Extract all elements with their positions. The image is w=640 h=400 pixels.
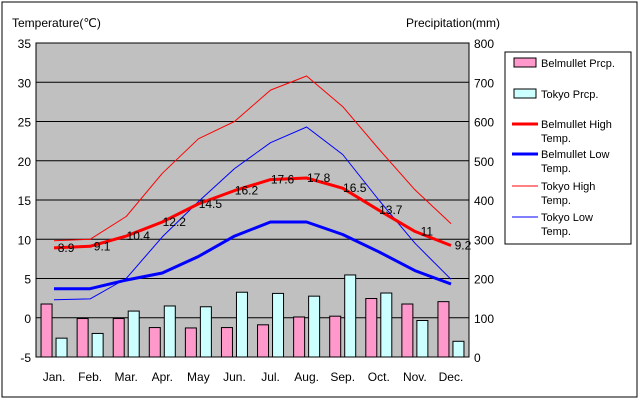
legend-item-belmullet-high-temp: Belmullet High Temp. bbox=[512, 119, 612, 145]
bar-tokyo-prcp bbox=[235, 291, 248, 358]
data-label: 14.5 bbox=[199, 197, 223, 211]
bar-belmullet-prcp bbox=[76, 318, 89, 358]
line-tokyo-high-temp bbox=[53, 75, 452, 242]
bar-tokyo-prcp bbox=[308, 295, 321, 358]
axes-group: -5 0 5 10 15 20 25 30 35 0 100 200 300 400 500 600 700 80… bbox=[18, 37, 495, 384]
bar-tokyo-prcp bbox=[272, 292, 285, 358]
legend-label: Belmullet Low bbox=[541, 149, 610, 161]
right-tick-label: 400 bbox=[474, 194, 494, 208]
bar-belmullet-prcp bbox=[329, 315, 342, 358]
bar-belmullet-prcp bbox=[112, 318, 125, 358]
bar-tokyo-prcp bbox=[416, 319, 429, 358]
bar-belmullet-prcp bbox=[437, 301, 450, 358]
left-tick-label: 0 bbox=[24, 312, 31, 326]
right-tick-label: 500 bbox=[474, 155, 494, 169]
right-tick-label: 300 bbox=[474, 233, 494, 247]
data-label: 17.6 bbox=[271, 173, 295, 187]
legend-label: Tokyo High bbox=[541, 181, 595, 193]
data-label: 10.4 bbox=[127, 229, 151, 243]
left-axis-title: Temperature(℃) bbox=[12, 16, 101, 30]
bar-tokyo-prcp bbox=[380, 292, 393, 358]
legend-box bbox=[504, 51, 632, 245]
right-tick-label: 100 bbox=[474, 312, 494, 326]
bar-belmullet-prcp bbox=[220, 327, 233, 358]
bar-tokyo-prcp bbox=[163, 305, 176, 358]
right-tick-label: 0 bbox=[474, 351, 481, 365]
bar-belmullet-prcp bbox=[365, 298, 378, 358]
data-label: 17.8 bbox=[307, 171, 331, 185]
bar-tokyo-prcp bbox=[452, 340, 465, 358]
legend-label: Temp. bbox=[541, 163, 571, 175]
data-label: 8.9 bbox=[58, 241, 75, 255]
data-label: 16.5 bbox=[343, 181, 367, 195]
line-belmullet-low-temp bbox=[54, 220, 452, 291]
data-label: 11 bbox=[421, 224, 434, 238]
bar-tokyo-prcp bbox=[344, 274, 357, 358]
category-label: Dec. bbox=[439, 370, 464, 384]
data-label: 9.2 bbox=[455, 239, 472, 253]
category-label: Jun. bbox=[223, 370, 246, 384]
left-tick-label: 25 bbox=[18, 116, 32, 130]
right-tick-label: 800 bbox=[474, 37, 494, 51]
bar-belmullet-prcp bbox=[401, 303, 414, 358]
lines-group bbox=[53, 75, 452, 301]
left-tick-label: 10 bbox=[18, 233, 32, 247]
legend-label: Temp. bbox=[541, 133, 571, 145]
bar-tokyo-prcp bbox=[127, 310, 140, 358]
left-tick-label: 35 bbox=[18, 37, 32, 51]
legend-item-belmullet-low-temp: Belmullet Low Temp. bbox=[512, 149, 610, 175]
data-label: 16.2 bbox=[235, 184, 259, 198]
category-label: Oct. bbox=[368, 370, 390, 384]
category-label: Nov. bbox=[403, 370, 427, 384]
category-label: May bbox=[187, 370, 210, 384]
bar-belmullet-prcp bbox=[40, 303, 53, 358]
left-tick-label: 30 bbox=[18, 76, 32, 90]
legend-swatch bbox=[513, 57, 537, 68]
bar-belmullet-prcp bbox=[293, 316, 306, 358]
right-tick-label: 600 bbox=[474, 116, 494, 130]
category-label: Aug. bbox=[294, 370, 319, 384]
category-label: Feb. bbox=[78, 370, 102, 384]
data-label: 13.7 bbox=[379, 203, 403, 217]
category-label: Apr. bbox=[152, 370, 173, 384]
data-label: 12.2 bbox=[163, 215, 187, 229]
legend-item-belmullet-prcp: Belmullet Prcp. bbox=[513, 57, 615, 70]
bar-belmullet-prcp bbox=[184, 327, 197, 358]
legend-label: Belmullet High bbox=[541, 119, 612, 131]
category-label: Jul. bbox=[261, 370, 280, 384]
bar-tokyo-prcp bbox=[55, 337, 68, 358]
legend-label: Temp. bbox=[541, 226, 571, 238]
legend-item-tokyo-high-temp: Tokyo High Temp. bbox=[512, 181, 595, 207]
left-tick-label: 5 bbox=[24, 273, 31, 287]
bar-belmullet-prcp bbox=[148, 327, 161, 358]
data-label: 9.1 bbox=[94, 239, 111, 253]
legend-label: Tokyo Low bbox=[541, 212, 593, 224]
plot-border bbox=[35, 42, 470, 358]
legend-label: Belmullet Prcp. bbox=[541, 58, 615, 70]
category-label: Sep. bbox=[330, 370, 355, 384]
right-axis-title: Precipitation(mm) bbox=[406, 16, 500, 30]
legend: Belmullet Prcp. Tokyo Prcp. Belmullet High… bbox=[504, 51, 632, 245]
legend-label: Tokyo Prcp. bbox=[541, 89, 598, 101]
left-tick-label: 15 bbox=[18, 194, 32, 208]
legend-label: Temp. bbox=[541, 195, 571, 207]
bar-tokyo-prcp bbox=[199, 306, 212, 358]
left-tick-label: -5 bbox=[20, 351, 31, 365]
legend-swatch bbox=[513, 88, 537, 99]
right-tick-label: 200 bbox=[474, 273, 494, 287]
category-label: Mar. bbox=[115, 370, 138, 384]
right-tick-label: 700 bbox=[474, 76, 494, 90]
bar-tokyo-prcp bbox=[91, 332, 104, 358]
left-tick-label: 20 bbox=[18, 155, 32, 169]
data-labels-group: 8.9 9.1 10.4 12.2 14.5 16.2 17.6 17.8 16.5 13.7 11… bbox=[58, 171, 472, 255]
grid-lines bbox=[36, 42, 469, 358]
legend-item-tokyo-low-temp: Tokyo Low Temp. bbox=[512, 212, 593, 238]
line-belmullet-high-temp bbox=[53, 176, 452, 250]
category-label: Jan. bbox=[43, 370, 66, 384]
bar-belmullet-prcp bbox=[257, 324, 270, 358]
legend-item-tokyo-prcp: Tokyo Prcp. bbox=[513, 88, 598, 101]
